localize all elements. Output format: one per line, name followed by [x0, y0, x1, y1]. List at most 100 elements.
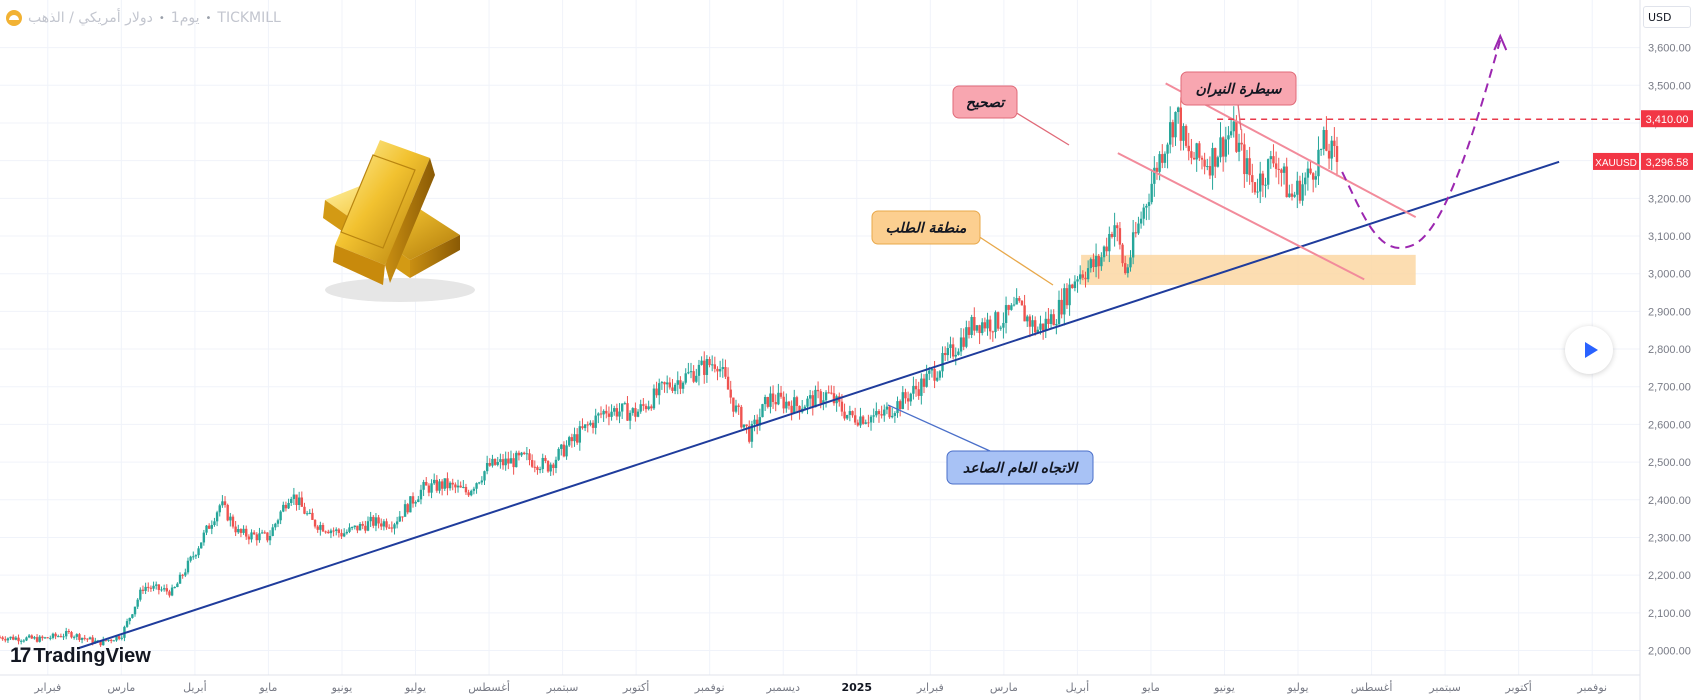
candle-body [1118, 228, 1122, 245]
candle-body [840, 401, 844, 412]
candle-body [1100, 257, 1103, 267]
candle-body [740, 406, 743, 428]
candle-body [973, 317, 976, 331]
candle-body [1153, 167, 1156, 184]
candle-body [17, 637, 20, 642]
candle-body [311, 512, 314, 520]
symbol-badge-text: XAUUSD [1595, 158, 1637, 169]
candle-body [734, 405, 738, 412]
candle-body [560, 444, 563, 449]
candle-body [1335, 146, 1339, 162]
time-tick-label: نوفمبر [1576, 681, 1607, 694]
time-tick-label: مايو [1141, 681, 1160, 694]
candle-body [822, 400, 825, 404]
candle-body [795, 397, 799, 406]
candle-body [51, 633, 55, 638]
candle-body [758, 417, 762, 426]
candle-body [766, 396, 769, 407]
candle-body [1211, 148, 1214, 176]
candle-body [1237, 142, 1241, 152]
candle-body [213, 521, 216, 526]
gold-bars-image [323, 140, 475, 302]
candle-body [1272, 156, 1275, 164]
candle-body [229, 516, 232, 521]
callout-text: تصحيح [966, 95, 1006, 111]
candle-body [327, 531, 330, 534]
candle-body [178, 574, 182, 584]
grid [0, 0, 1640, 675]
candle-body [125, 621, 129, 627]
candle-body [1126, 267, 1130, 274]
candle-body [157, 584, 161, 590]
candle-body [1026, 316, 1029, 322]
candle-body [1290, 193, 1294, 197]
candle-body [1261, 173, 1265, 186]
candle-body [806, 398, 809, 407]
candle-body [652, 388, 656, 409]
candle-body [573, 434, 576, 442]
candle-body [626, 403, 629, 421]
candle-body [411, 496, 415, 504]
candle-body [313, 519, 317, 527]
time-tick-label: أبريل [183, 680, 207, 694]
candle-body [390, 527, 394, 529]
currency-selector[interactable]: USD [1643, 6, 1691, 28]
candle-body [491, 458, 494, 466]
symbol-title[interactable]: دولار أمريكي / الذهب [28, 10, 153, 26]
candle-body [385, 521, 388, 528]
candle-body [824, 392, 828, 401]
candle-body [1137, 223, 1140, 234]
candle-body [523, 452, 526, 454]
tradingview-logo[interactable]: 17 TradingView [10, 644, 151, 668]
candle-body [660, 382, 664, 384]
candle-body [102, 639, 105, 646]
candle-body [679, 380, 682, 389]
candle-body [981, 322, 984, 334]
candle-body [1293, 194, 1296, 197]
candle-body [544, 457, 547, 461]
candle-body [827, 392, 830, 394]
candle-body [483, 471, 486, 481]
candle-body [1147, 202, 1151, 206]
candle-body [200, 542, 203, 549]
candle-body [898, 401, 902, 410]
candle-body [1028, 316, 1032, 327]
callout: سيطرة النيران [1180, 71, 1297, 131]
candle-body [1208, 166, 1212, 176]
candle-body [1142, 207, 1145, 219]
candle-body [467, 492, 470, 496]
play-button[interactable] [1565, 326, 1613, 374]
candle-body [364, 525, 367, 531]
candle-body [753, 419, 756, 424]
candle-body [1, 637, 4, 640]
candle-body [663, 382, 666, 385]
candle-body [642, 404, 645, 406]
candle-body [1161, 154, 1164, 163]
candle-body [401, 516, 404, 518]
time-tick-label: أكتوبر [1504, 680, 1531, 694]
candle-body [1184, 126, 1188, 146]
candle-body [861, 416, 865, 424]
candle-body [440, 481, 444, 489]
candle-body [1158, 154, 1161, 172]
candle-body [1155, 167, 1159, 172]
candle-body [451, 482, 454, 485]
candle-body [803, 406, 807, 409]
candle-body [1174, 111, 1177, 138]
candle-body [176, 583, 179, 588]
callout-box [952, 85, 1018, 119]
candle-body [1139, 218, 1143, 224]
candle-body [962, 337, 965, 347]
candle-body [787, 401, 791, 406]
candle-body [1166, 144, 1169, 154]
interval-label[interactable]: 1يوم [170, 10, 200, 26]
channel-lower-line [1117, 152, 1365, 281]
candle-body [1002, 322, 1005, 328]
candle-body [1105, 246, 1108, 252]
candle-body [480, 480, 484, 483]
tradingview-mark-icon: 17 [10, 644, 31, 667]
candle-body [816, 389, 820, 392]
candle-body [181, 574, 184, 576]
candle-body [755, 419, 759, 426]
